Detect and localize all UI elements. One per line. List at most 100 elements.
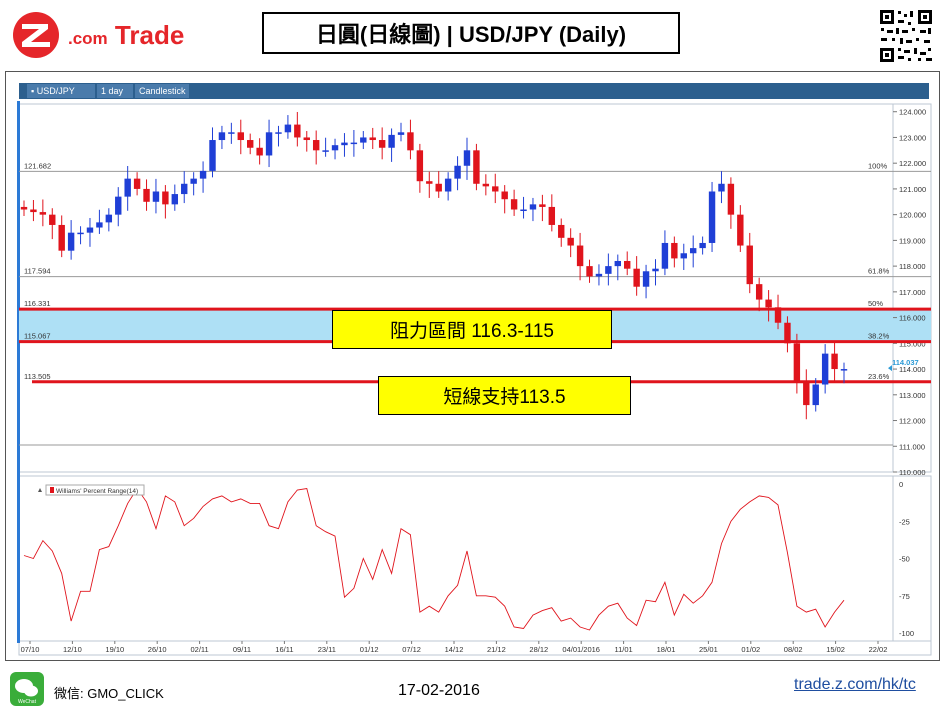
candle-body xyxy=(755,284,763,300)
x-tick-label: 28/12 xyxy=(529,645,548,654)
fib-percent-label: 38.2% xyxy=(868,332,890,341)
qr-code-icon xyxy=(878,8,934,64)
candle-body xyxy=(322,150,329,152)
candle-body xyxy=(190,178,197,184)
x-tick-label: 16/11 xyxy=(275,645,293,654)
chart-frame xyxy=(5,71,940,661)
fib-price-label: 115.067 xyxy=(24,332,51,341)
candle-body xyxy=(162,191,169,205)
candle-body xyxy=(586,266,593,277)
candle-body xyxy=(737,214,744,246)
resistance-annotation: 阻力區間 116.3-115 xyxy=(332,310,612,349)
candle-body xyxy=(718,183,725,192)
candle-body xyxy=(435,183,442,192)
symbol-tab[interactable]: ▪ USD/JPY xyxy=(27,84,95,98)
candle-body xyxy=(39,212,47,215)
y-tick-label: 121.000 xyxy=(899,185,926,194)
y-tick-label: 110.000 xyxy=(899,468,926,477)
candle-body xyxy=(680,253,687,259)
candle-body xyxy=(529,204,537,210)
wechat-icon-label: WeChat xyxy=(18,699,37,705)
candle-body xyxy=(548,206,556,225)
y-tick-label: 120.000 xyxy=(899,211,926,220)
candle-body xyxy=(237,132,244,141)
x-tick-label: 01/02 xyxy=(741,645,760,654)
candle-body xyxy=(831,353,838,370)
wr-tick-label: -25 xyxy=(899,517,910,526)
price-axis-panel xyxy=(892,103,932,473)
candle-body xyxy=(58,224,65,251)
candle-body xyxy=(209,140,216,171)
fib-percent-label: 50% xyxy=(868,299,883,308)
logo-wordmark: .com Trade xyxy=(68,20,184,51)
candle-body xyxy=(567,237,574,246)
williams-line xyxy=(23,487,845,631)
x-tick-label: 07/10 xyxy=(21,645,40,654)
y-tick-label: 118.000 xyxy=(899,262,926,271)
chart-toolbar: ▪ USD/JPY 1 day Candlestick xyxy=(19,83,929,99)
y-tick-label: 114.000 xyxy=(899,365,926,374)
wechat-icon: WeChat xyxy=(10,672,44,706)
fib-price-label: 113.505 xyxy=(24,372,51,381)
candle-body xyxy=(624,260,631,269)
x-tick-label: 22/02 xyxy=(869,645,888,654)
wr-tick-label: -100 xyxy=(899,629,914,638)
x-tick-label: 15/02 xyxy=(826,645,845,654)
y-tick-label: 112.000 xyxy=(899,417,926,426)
left-edge-bar xyxy=(17,101,20,643)
x-tick-label: 08/02 xyxy=(784,645,803,654)
y-tick-label: 113.000 xyxy=(899,391,926,400)
candle-body xyxy=(218,132,226,141)
candle-body xyxy=(115,196,122,215)
interval-selector[interactable]: 1 day xyxy=(97,84,133,98)
candle-body xyxy=(482,183,490,187)
candle-body xyxy=(689,248,697,254)
x-tick-label: 07/12 xyxy=(402,645,421,654)
fib-price-label: 117.594 xyxy=(24,267,51,276)
candle-body xyxy=(341,142,348,146)
candle-body xyxy=(812,384,819,406)
logo-prefix: .com xyxy=(68,29,108,48)
candle-body xyxy=(774,307,782,323)
x-tick-label: 11/01 xyxy=(614,645,632,654)
candle-body xyxy=(708,191,716,243)
candle-body xyxy=(492,186,499,192)
wr-tick-label: -50 xyxy=(899,555,910,564)
indicator-legend xyxy=(45,484,145,496)
x-tick-label: 09/11 xyxy=(233,645,251,654)
candle-body xyxy=(369,137,376,141)
candle-body xyxy=(454,165,461,179)
candle-body xyxy=(199,170,207,179)
candle-body xyxy=(360,137,367,143)
x-tick-label: 23/11 xyxy=(318,645,336,654)
x-tick-label: 25/01 xyxy=(699,645,718,654)
candle-body xyxy=(265,132,273,156)
fib-price-label: 121.682 xyxy=(24,161,51,170)
candle-body xyxy=(312,140,320,151)
logo-text: Trade xyxy=(114,20,185,50)
candle-body xyxy=(510,199,518,210)
candle-body xyxy=(793,343,801,382)
symbol-label: USD/JPY xyxy=(36,86,75,96)
fib-percent-label: 23.6% xyxy=(868,372,890,381)
candle-body xyxy=(671,242,678,259)
candle-body xyxy=(444,178,452,192)
candle-body xyxy=(331,145,339,151)
legend-swatch xyxy=(50,487,54,493)
candle-body xyxy=(605,266,612,274)
candle-body xyxy=(228,132,235,134)
candle-body xyxy=(284,124,292,133)
chart-type-selector[interactable]: Candlestick xyxy=(135,84,189,98)
candle-body xyxy=(275,132,282,134)
collapse-icon xyxy=(38,488,42,492)
candle-body xyxy=(256,147,263,156)
candle-body xyxy=(652,268,659,272)
candle-body xyxy=(133,178,141,189)
candle-body xyxy=(124,178,131,197)
website-link[interactable]: trade.z.com/hk/tc xyxy=(794,676,916,693)
candle-body xyxy=(595,273,603,277)
candle-body xyxy=(30,209,37,213)
fib-percent-label: 61.8% xyxy=(868,267,890,276)
candle-body xyxy=(388,134,395,148)
